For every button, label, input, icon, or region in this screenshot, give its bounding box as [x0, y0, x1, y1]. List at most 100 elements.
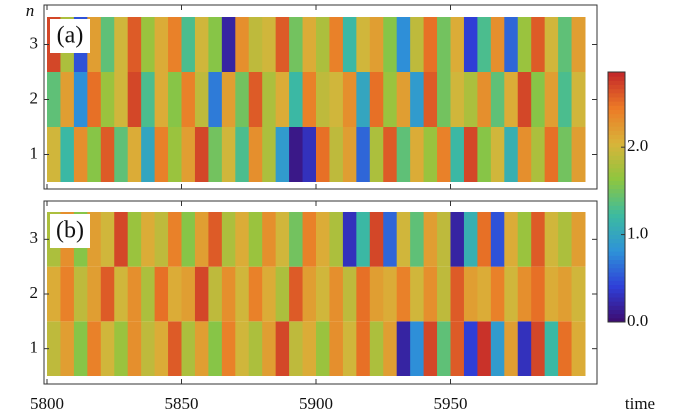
heat-cell [87, 212, 102, 267]
colorbar-segment [608, 113, 625, 119]
colorbar-segment [608, 255, 625, 260]
y-axis-label: n [26, 1, 35, 20]
heat-cell [571, 266, 586, 322]
heat-cell [194, 17, 209, 72]
heat-cell [437, 72, 451, 127]
colorbar-segment [608, 151, 625, 156]
colorbar-segment [608, 88, 625, 94]
heat-cell [235, 127, 250, 182]
heat-cell [369, 266, 384, 322]
colorbar-segment [608, 155, 625, 160]
heat-cell [490, 127, 505, 182]
heat-cell [181, 266, 196, 322]
heat-cell [262, 212, 277, 267]
heat-cell [396, 212, 411, 267]
colorbar-segment [608, 80, 625, 85]
heat-cell [369, 321, 384, 376]
heat-cell [127, 321, 142, 376]
heat-cell [396, 17, 411, 72]
heat-cell [87, 72, 102, 127]
heat-cell [558, 212, 573, 267]
heat-cell [383, 72, 398, 127]
heat-cell [517, 212, 532, 267]
heat-cell [154, 266, 169, 322]
heat-cell [450, 321, 465, 376]
heat-cell [383, 212, 398, 267]
heat-cell [450, 72, 465, 127]
heat-cell [558, 321, 573, 376]
heat-cell [262, 17, 277, 72]
panel-frame [43, 4, 598, 190]
heat-cell [463, 17, 478, 72]
heat-cell [504, 17, 519, 72]
heat-cell [127, 266, 142, 322]
heat-cell [316, 127, 330, 182]
heat-cell [517, 127, 532, 182]
colorbar-segment [608, 209, 625, 215]
heat-cell [221, 17, 236, 72]
heat-cell [248, 72, 263, 127]
colorbar-segment [608, 134, 625, 140]
heat-cell [168, 212, 182, 267]
heat-cell [517, 72, 532, 127]
heat-cell [342, 212, 357, 267]
colorbar-segment [608, 301, 625, 306]
heat-cell [248, 321, 263, 376]
heat-cell [396, 266, 411, 322]
heat-cell [477, 17, 492, 72]
heat-cell [544, 212, 559, 267]
heat-cell [423, 321, 438, 376]
heat-cell [531, 212, 546, 267]
heat-cell [410, 266, 425, 322]
colorbar-segment [608, 297, 625, 302]
heat-cell [221, 127, 236, 182]
heat-cell [531, 321, 546, 376]
heat-cell [396, 127, 411, 182]
heat-cell [329, 17, 344, 72]
heat-cell [181, 127, 196, 182]
y-tick-label: 2 [30, 88, 39, 107]
heat-cell [369, 212, 384, 267]
colorbar-segment [608, 259, 625, 265]
colorbar-segment [608, 317, 625, 323]
heat-cell [302, 321, 317, 376]
heat-cell [114, 127, 129, 182]
heat-cell [437, 127, 451, 182]
heat-cell [410, 17, 425, 72]
heat-cell [329, 72, 344, 127]
heat-cell [275, 127, 290, 182]
heat-cell [100, 212, 115, 267]
heat-cell [60, 127, 75, 182]
heat-cell [504, 266, 519, 322]
heat-cell [356, 17, 371, 72]
heat-cell [208, 17, 223, 72]
heat-cell [302, 212, 317, 267]
heat-cell [262, 321, 277, 376]
heat-cell [275, 266, 290, 322]
heat-cell [450, 127, 465, 182]
heat-cell [168, 17, 182, 72]
heat-cell [47, 127, 61, 182]
heat-cell [114, 17, 129, 72]
heat-cell [423, 17, 438, 72]
heat-cell [141, 72, 156, 127]
heat-cell [356, 266, 371, 322]
heat-cell [369, 17, 384, 72]
heat-cell [141, 212, 156, 267]
heat-cell [517, 266, 532, 322]
heat-cell [490, 72, 505, 127]
colorbar-segment [608, 288, 625, 294]
heat-cell [342, 17, 357, 72]
heat-cell [463, 266, 478, 322]
colorbar-segment [608, 101, 625, 106]
heat-cell [302, 17, 317, 72]
heat-cell [154, 212, 169, 267]
heat-cell [262, 127, 277, 182]
heat-cell [423, 72, 438, 127]
colorbar-segment [608, 263, 625, 269]
heat-cell [410, 321, 425, 376]
colorbar-segment [608, 226, 625, 231]
colorbar-segment [608, 222, 625, 227]
heat-cell [208, 72, 223, 127]
heat-cell [477, 266, 492, 322]
